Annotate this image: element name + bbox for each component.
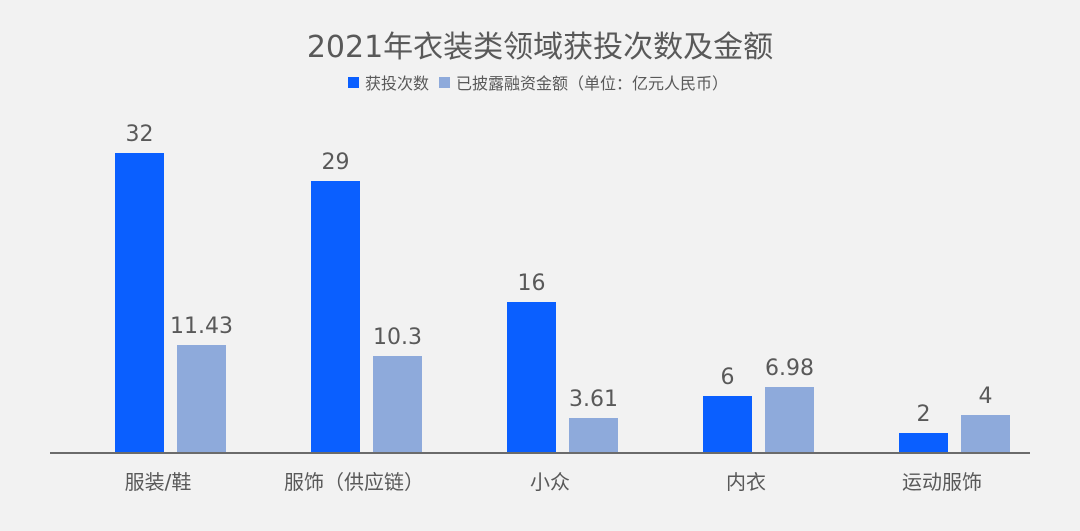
legend-label-count: 获投次数 xyxy=(364,74,429,93)
data-label: 29 xyxy=(321,149,350,175)
data-label: 11.43 xyxy=(170,314,233,340)
data-label: 16 xyxy=(517,271,546,297)
data-label: 32 xyxy=(125,121,154,147)
chart-title: 2021年衣装类领域获投次数及金额 xyxy=(306,30,774,65)
bar-count xyxy=(899,433,948,452)
data-label: 6 xyxy=(720,364,735,390)
bar-amount xyxy=(961,414,1010,452)
legend-label-amount: 已披露融资金额（单位：亿元人民币） xyxy=(456,74,729,93)
data-label: 3.61 xyxy=(569,387,618,413)
legend: 获投次数 已披露融资金额（单位：亿元人民币） xyxy=(0,70,1080,94)
bar-count xyxy=(115,152,164,452)
bar-group: 6 6.98 xyxy=(638,100,834,452)
bar-amount xyxy=(765,386,814,452)
category-label: 小众 xyxy=(530,470,570,494)
bar-group: 32 11.43 xyxy=(50,100,246,452)
data-label: 10.3 xyxy=(373,324,422,350)
data-label: 4 xyxy=(978,383,993,409)
legend-swatch-count xyxy=(347,76,359,88)
legend-swatch-amount xyxy=(439,76,450,88)
category-label: 服装/鞋 xyxy=(124,470,192,494)
data-label: 2 xyxy=(916,402,931,428)
bar-count xyxy=(507,302,556,452)
category-label: 运动服饰 xyxy=(902,470,982,494)
category-label: 服饰（供应链） xyxy=(284,470,424,494)
bar-group: 16 3.61 xyxy=(442,100,638,452)
legend-item-count: 获投次数 xyxy=(347,70,429,94)
bar-amount xyxy=(373,355,422,452)
data-label: 6.98 xyxy=(765,355,814,381)
bar-amount xyxy=(569,418,618,452)
bar-count xyxy=(311,180,360,452)
x-axis-line xyxy=(50,452,1030,454)
bar-amount xyxy=(177,345,226,452)
category-label: 内衣 xyxy=(726,470,766,494)
legend-item-amount: 已披露融资金额（单位：亿元人民币） xyxy=(439,70,728,94)
bar-count xyxy=(703,395,752,452)
bar-group: 29 10.3 xyxy=(246,100,442,452)
plot-area: 32 11.43 29 10.3 16 3.61 6 6.98 2 4 xyxy=(50,100,1030,452)
